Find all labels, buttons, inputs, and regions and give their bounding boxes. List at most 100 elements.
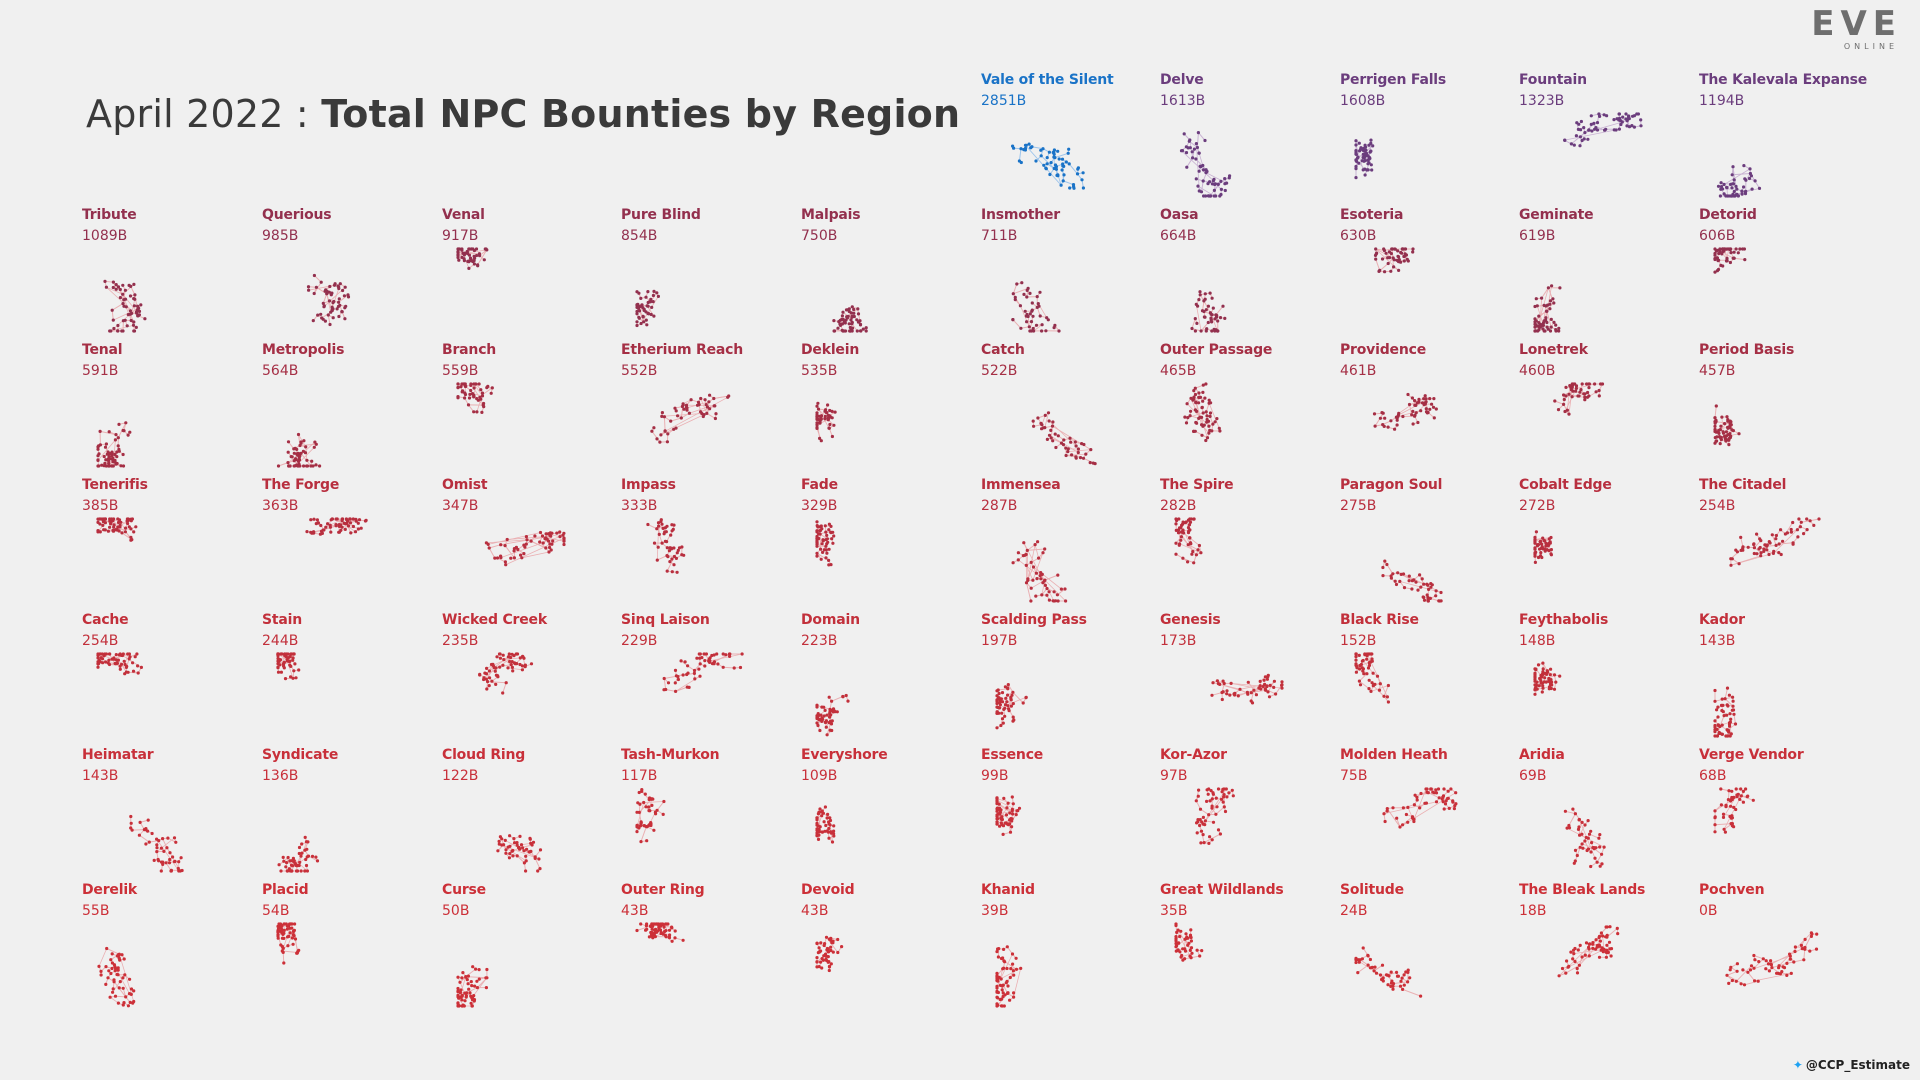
region-value: 750B <box>801 228 838 244</box>
system-node <box>1413 403 1417 407</box>
system-node <box>467 266 471 270</box>
system-node <box>338 282 342 286</box>
system-node <box>640 304 644 308</box>
system-node <box>1734 192 1739 197</box>
network-edge <box>663 678 667 690</box>
system-node <box>342 294 346 298</box>
system-node <box>509 663 513 667</box>
system-node <box>1398 579 1402 583</box>
system-node <box>670 557 674 561</box>
system-node <box>1383 270 1387 274</box>
region-network-map <box>1031 411 1097 466</box>
network-edge <box>826 722 832 735</box>
system-node <box>1218 429 1222 433</box>
network-edge <box>831 696 843 702</box>
system-node <box>340 525 344 529</box>
system-node <box>1211 306 1215 310</box>
system-node <box>652 289 656 293</box>
system-node <box>1562 393 1566 397</box>
system-node <box>520 668 524 672</box>
system-node <box>1602 113 1606 117</box>
system-node <box>1397 255 1401 259</box>
system-node <box>111 464 115 468</box>
system-node <box>824 530 828 534</box>
system-node <box>1753 179 1757 183</box>
region-value: 564B <box>262 363 299 379</box>
region-name: Tenerifis <box>82 477 148 493</box>
system-node <box>1567 392 1571 396</box>
system-node <box>650 305 654 309</box>
system-node <box>296 459 301 463</box>
system-node <box>320 531 324 535</box>
region-oasa: Oasa 664B <box>1160 207 1330 335</box>
system-node <box>279 652 284 656</box>
system-node <box>1354 143 1358 147</box>
system-node <box>489 391 493 395</box>
region-value: 1608B <box>1340 93 1386 109</box>
system-node <box>125 324 129 328</box>
system-node <box>1186 543 1190 547</box>
system-node <box>102 528 106 532</box>
system-node <box>1194 177 1198 181</box>
system-node <box>483 247 487 251</box>
system-node <box>687 411 691 415</box>
system-node <box>1213 420 1217 424</box>
system-node <box>1394 582 1399 587</box>
system-node <box>821 550 825 554</box>
region-name: Paragon Soul <box>1340 477 1443 493</box>
system-node <box>642 320 646 324</box>
system-node <box>1028 312 1032 316</box>
system-node <box>98 652 102 656</box>
system-node <box>541 541 545 545</box>
system-node <box>131 661 135 665</box>
system-node <box>676 548 680 552</box>
system-node <box>107 658 111 662</box>
system-node <box>1407 402 1412 407</box>
system-node <box>494 666 498 670</box>
system-node <box>685 672 689 677</box>
system-node <box>1205 436 1210 440</box>
system-node <box>1767 552 1771 557</box>
system-node <box>108 525 112 529</box>
system-node <box>485 687 489 691</box>
system-node <box>1019 326 1023 330</box>
system-node <box>1361 168 1365 172</box>
system-node <box>639 321 643 326</box>
system-node <box>1721 249 1725 253</box>
system-node <box>1011 144 1015 148</box>
system-node <box>1579 128 1583 132</box>
system-node <box>1028 329 1032 333</box>
region-metropolis: Metropolis 564B <box>262 342 432 470</box>
system-node <box>522 552 526 556</box>
system-node <box>848 329 852 333</box>
network-edge <box>1773 529 1798 554</box>
system-node <box>1728 260 1732 265</box>
system-node <box>1363 173 1367 177</box>
system-node <box>1617 127 1621 131</box>
system-node <box>1422 582 1426 586</box>
system-node <box>303 451 308 455</box>
system-node <box>1726 419 1730 423</box>
network-edge <box>1012 319 1022 329</box>
region-genesis: Genesis 173B <box>1160 612 1330 740</box>
system-node <box>840 314 844 318</box>
system-node <box>827 563 831 567</box>
system-node <box>1197 543 1201 548</box>
system-node <box>850 305 854 309</box>
network-edge <box>670 417 682 422</box>
system-node <box>288 654 292 659</box>
network-edge <box>473 383 483 397</box>
system-node <box>1019 147 1023 151</box>
system-node <box>1064 453 1068 458</box>
system-node <box>1729 563 1733 567</box>
system-node <box>336 304 340 309</box>
system-node <box>520 556 524 560</box>
system-node <box>738 665 743 670</box>
system-node <box>1593 382 1597 386</box>
system-node <box>1540 546 1544 550</box>
system-node <box>103 445 108 449</box>
system-node <box>841 695 845 699</box>
system-node <box>1039 148 1043 152</box>
system-node <box>1204 308 1208 312</box>
system-node <box>1415 401 1419 405</box>
